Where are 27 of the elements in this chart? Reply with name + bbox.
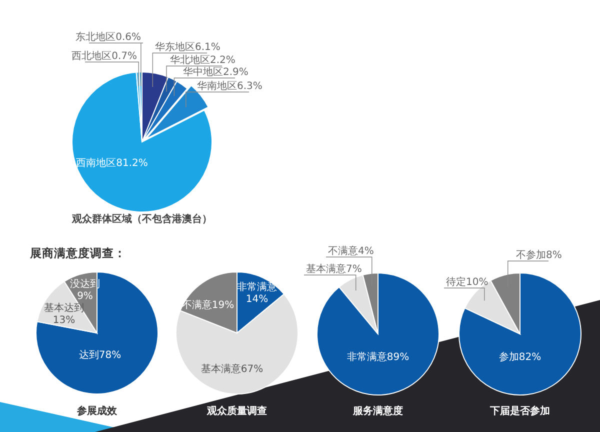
pie-slice [36,272,158,394]
data-label: 9% [77,291,93,302]
slice-label: 基本满意7% [306,263,362,275]
data-label: 13% [52,315,76,326]
slice-label: 基本达到 [44,302,84,314]
slice-label: 华南地区6.3% [197,80,262,92]
slice-label: 华东地区6.1% [155,41,220,53]
slice-label: 基本满意67% [200,363,264,375]
text: 参展成效 [76,405,118,417]
pie-slice [316,272,440,396]
slice-label: 西北地区0.7% [72,50,137,62]
slice-label: 达到78% [78,349,122,361]
text: 观众群体区域（不包含港澳台） [71,213,212,225]
slice-label: 参加82% [498,351,542,363]
slice-label: 不参加8% [516,249,562,261]
slice-label: 待定10% [446,276,488,288]
text: 服务满意度 [352,405,403,417]
data-label: 14% [246,294,268,305]
slice-label: 东北地区0.6% [76,31,141,43]
text: 观众质量调查 [206,405,267,417]
slice-label: 非常满意89% [346,351,410,363]
slice-label: 华中地区2.9% [183,66,248,78]
slice-label: 华北地区2.2% [170,54,236,66]
text: 展商满意度调查： [29,246,126,260]
slice-label: 不满意4% [328,245,374,257]
slice-label: 西南地区81.2% [76,157,148,169]
text: 下届是否参加 [489,405,550,417]
